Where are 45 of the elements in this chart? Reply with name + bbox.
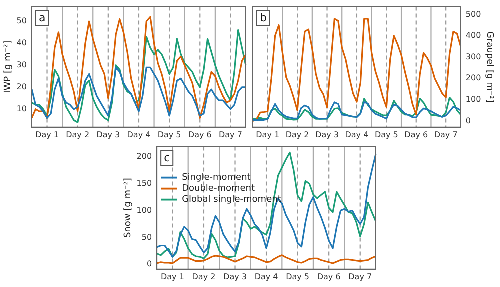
y2-tick-label: 100 xyxy=(466,94,482,104)
y2-tick-label: 300 xyxy=(466,52,482,62)
y-tick-label: 50 xyxy=(142,232,152,242)
legend-label: Single-moment xyxy=(182,173,252,184)
x-tick-label: Day 2 xyxy=(192,272,216,282)
y-tick-label: 200 xyxy=(136,152,152,162)
x-tick-label: Day 6 xyxy=(317,272,341,282)
x-tick-label: Day 7 xyxy=(348,272,372,282)
x-tick-label: Day 4 xyxy=(254,272,278,282)
x-tick-label: Day 5 xyxy=(286,272,310,282)
y2-tick-label: 400 xyxy=(466,31,482,40)
y2-tick-label: 200 xyxy=(466,74,482,83)
y2-tick-label: 0 xyxy=(466,116,472,126)
y2-axis-title: Graupel [g m⁻²] xyxy=(484,31,494,103)
x-tick-label: Day 6 xyxy=(188,130,212,140)
y-tick-label: 30 xyxy=(16,60,27,70)
y-tick-label: 20 xyxy=(16,82,27,92)
y-tick-label: 50 xyxy=(16,16,27,26)
x-tick-label: Day 1 xyxy=(36,130,59,140)
annotation: b xyxy=(260,12,267,25)
x-tick-label: Day 6 xyxy=(404,130,428,140)
x-tick-label: Day 5 xyxy=(374,130,398,140)
y-tick-label: 10 xyxy=(16,104,27,114)
x-tick-label: Day 2 xyxy=(66,130,90,140)
y-axis-title: Snow [g m⁻²] xyxy=(124,178,134,238)
x-tick-label: Day 7 xyxy=(218,130,242,140)
y-tick-label: 0 xyxy=(146,260,152,269)
x-tick-label: Day 1 xyxy=(256,130,280,140)
y2-tick-label: 500 xyxy=(466,10,482,19)
x-tick-label: Day 5 xyxy=(158,130,182,140)
y-axis-title: IWP [g m⁻²] xyxy=(4,40,14,94)
legend-label: Double-moment xyxy=(182,184,256,194)
x-tick-label: Day 1 xyxy=(160,272,184,282)
x-tick-label: Day 7 xyxy=(434,130,458,140)
x-tick-label: Day 3 xyxy=(316,130,339,140)
annotation: c xyxy=(164,152,170,165)
y-tick-label: 100 xyxy=(136,206,152,215)
y-tick-label: 150 xyxy=(136,178,152,188)
x-tick-label: Day 4 xyxy=(127,130,151,140)
x-tick-label: Day 4 xyxy=(345,130,369,140)
x-tick-label: Day 3 xyxy=(224,272,247,282)
y-tick-label: 40 xyxy=(16,38,27,48)
annotation: a xyxy=(38,12,46,25)
x-tick-label: Day 3 xyxy=(96,130,120,140)
x-tick-label: Day 2 xyxy=(286,130,310,140)
